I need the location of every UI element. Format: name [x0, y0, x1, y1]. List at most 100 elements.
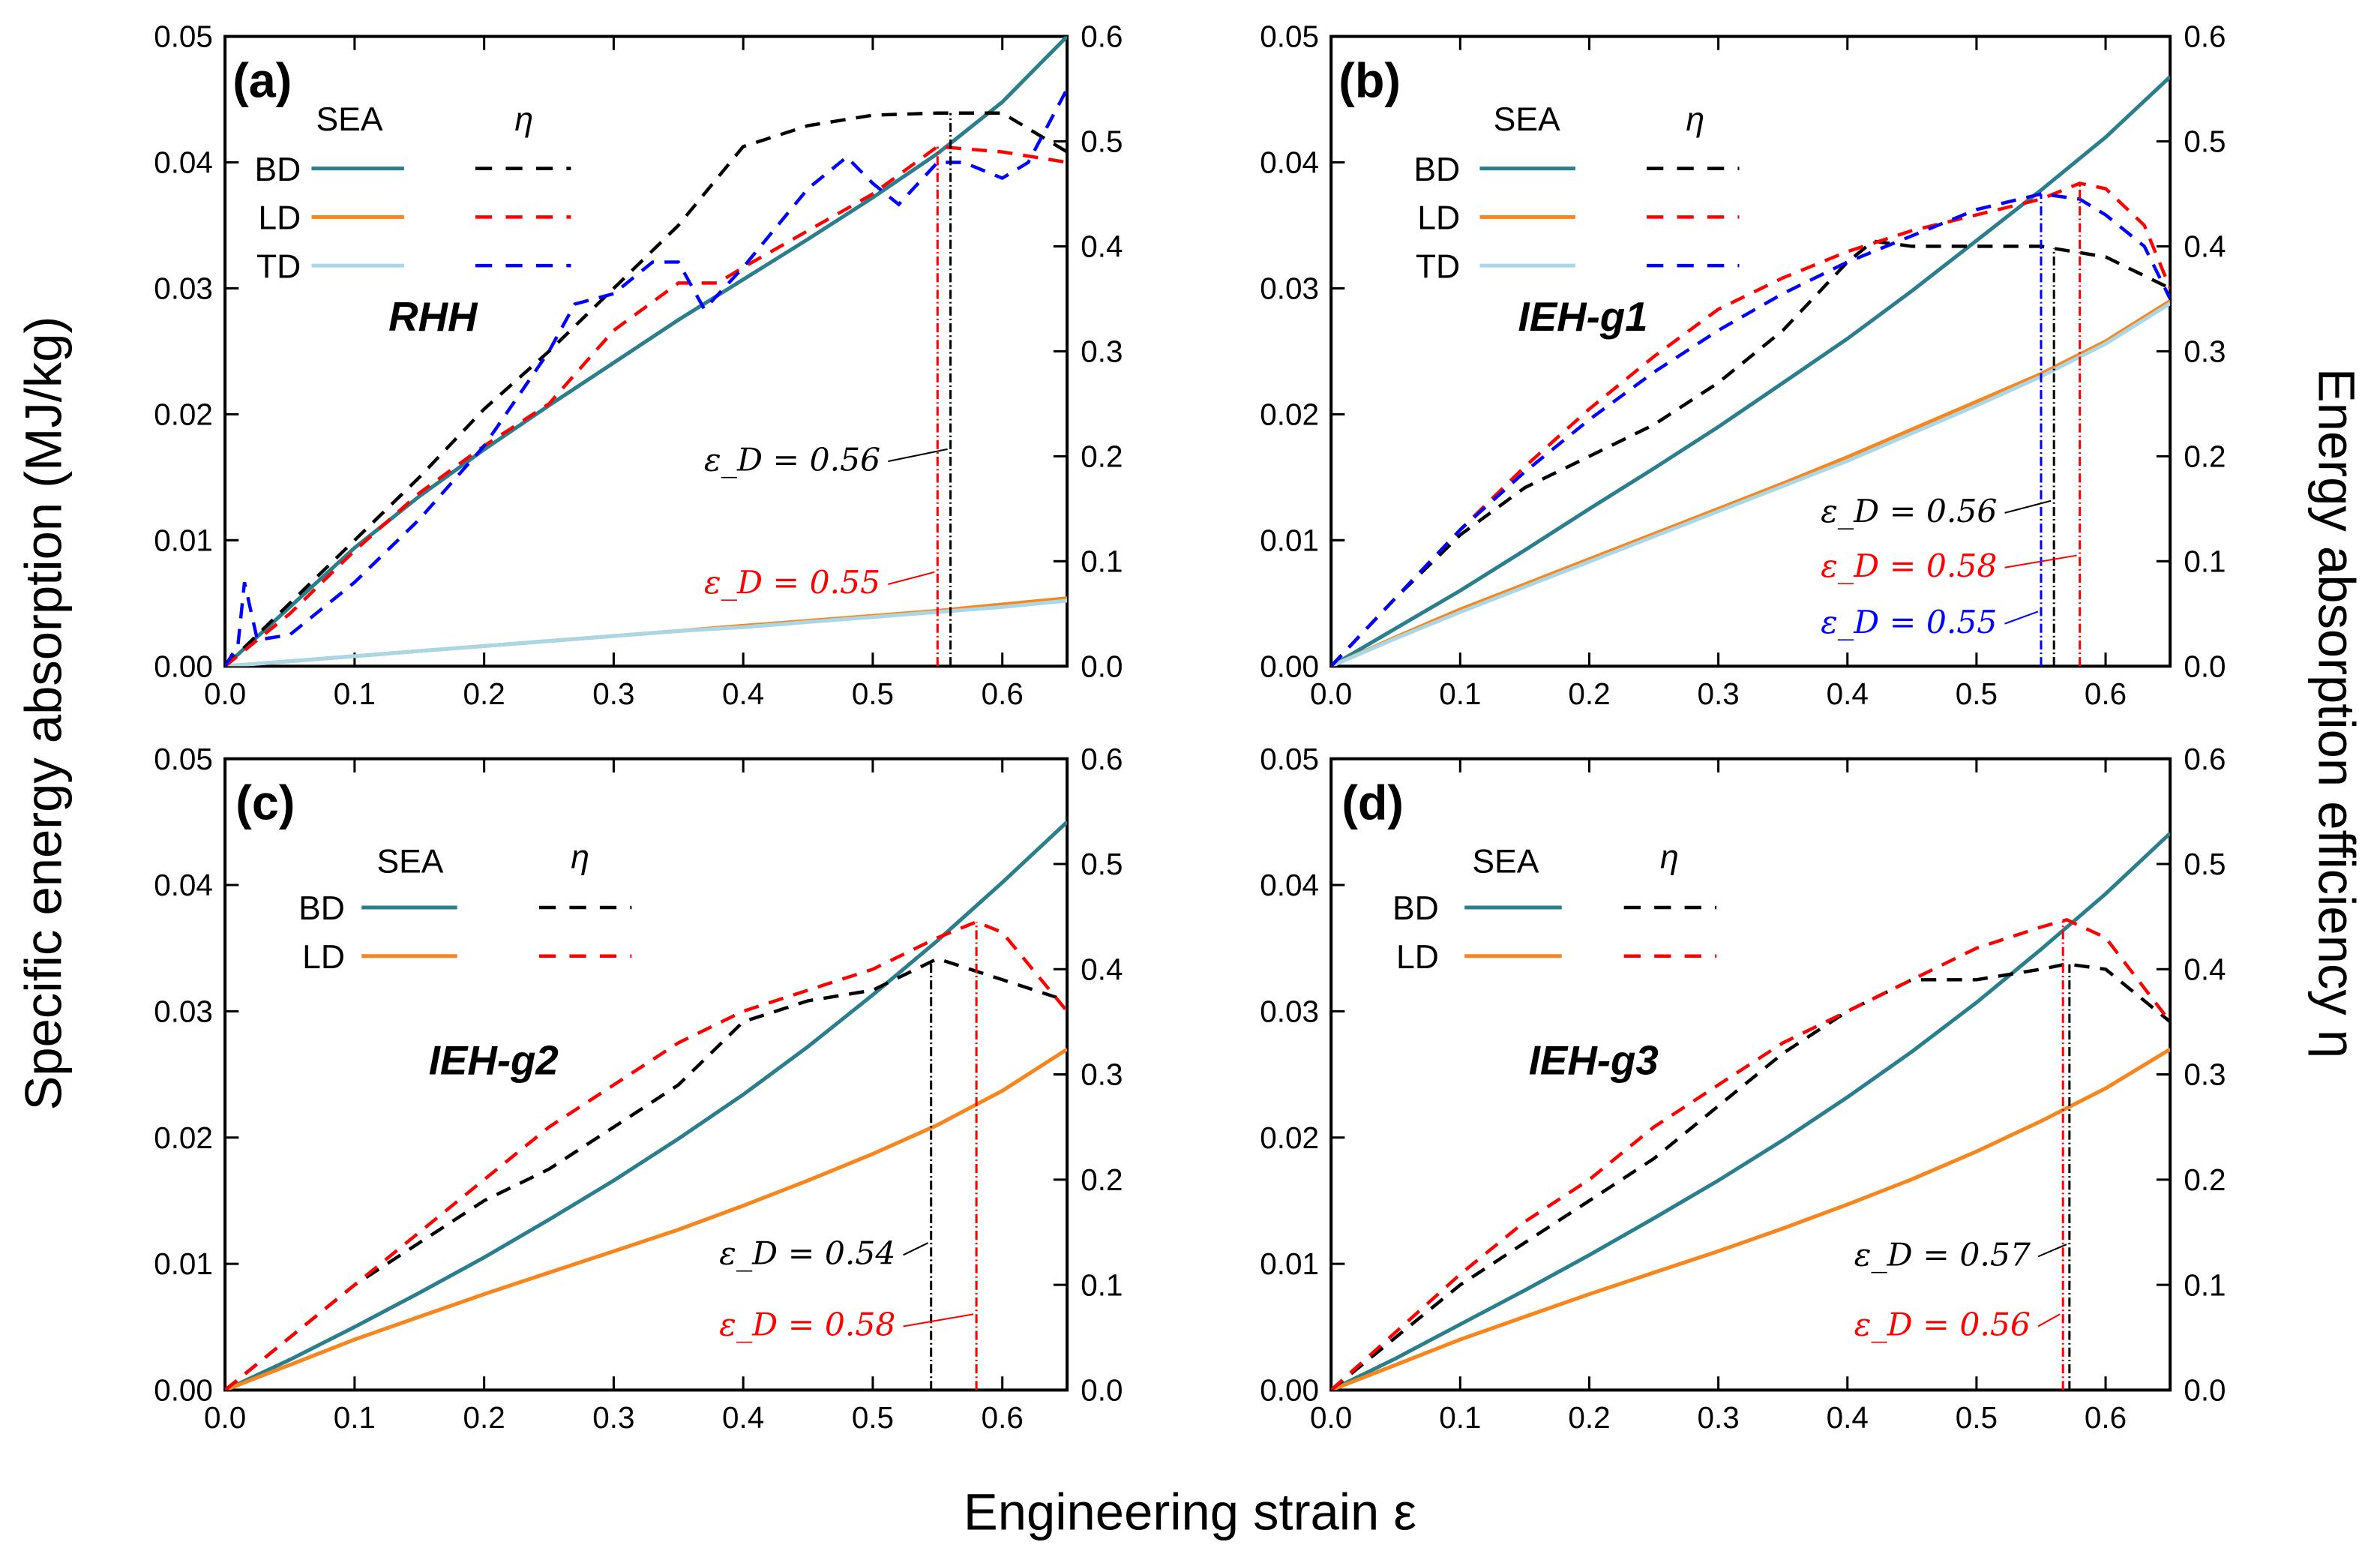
legend-sea-header: SEA — [316, 101, 383, 138]
y-left-tick-label: 0.00 — [1260, 1373, 1319, 1408]
x-tick-label: 0.5 — [1956, 1400, 1998, 1435]
eps-d-leader-line — [903, 1313, 974, 1328]
y-left-tick-label: 0.02 — [154, 1120, 213, 1155]
y-right-tick-label: 0.6 — [2184, 20, 2226, 54]
y-right-tick-label: 0.5 — [2184, 847, 2226, 881]
y-right-tick-label: 0.5 — [1081, 124, 1123, 159]
y-right-tick-label: 0.4 — [1081, 952, 1123, 986]
x-tick-label: 0.2 — [1568, 676, 1610, 711]
y-left-tick-label: 0.04 — [154, 868, 213, 902]
eps-d-annotation: ε_D = 0.54 — [719, 1235, 895, 1272]
y-right-tick-label: 0.5 — [1081, 847, 1123, 881]
y-right-tick-label: 0.2 — [2184, 440, 2226, 474]
x-tick-label: 0.3 — [1697, 676, 1739, 711]
x-tick-label: 0.0 — [204, 676, 246, 711]
y-right-tick-label: 0.0 — [2184, 649, 2226, 683]
x-tick-label: 0.5 — [1956, 676, 1998, 711]
plot-area — [1331, 832, 2171, 1390]
x-tick-label: 0.0 — [1310, 1400, 1352, 1435]
eta-line-ld — [225, 920, 1068, 1390]
y-right-tick-label: 0.1 — [2184, 544, 2226, 578]
x-tick-label: 0.4 — [1827, 676, 1869, 711]
eps-d-annotation: ε_D = 0.56 — [1821, 494, 1997, 530]
x-tick-label: 0.2 — [463, 676, 505, 711]
eps-d-annotation: ε_D = 0.57 — [1854, 1238, 2031, 1274]
y-axis-left-label: Specific energy absorption (MJ/kg) — [15, 316, 73, 1111]
x-tick-label: 0.6 — [2085, 676, 2127, 711]
x-tick-label: 0.1 — [334, 1400, 376, 1435]
sea-line-ld — [1331, 1047, 2171, 1390]
sea-line-bd — [1331, 75, 2171, 667]
panel-tag: (c) — [235, 776, 295, 830]
legend-label-bd: BD — [254, 152, 301, 188]
y-right-tick-label: 0.1 — [1081, 544, 1123, 578]
x-tick-label: 0.3 — [592, 1400, 634, 1435]
y-right-tick-label: 0.3 — [1081, 1058, 1123, 1092]
legend-eta-header: η — [1660, 838, 1679, 875]
x-tick-label: 0.2 — [1568, 1400, 1610, 1435]
x-tick-label: 0.6 — [2085, 1400, 2127, 1435]
legend-sea-header: SEA — [376, 843, 443, 880]
y-left-tick-label: 0.03 — [154, 994, 213, 1029]
y-right-tick-label: 0.3 — [2184, 334, 2226, 369]
plot-area — [1331, 75, 2171, 667]
y-left-tick-label: 0.02 — [154, 398, 213, 432]
x-tick-label: 0.1 — [334, 676, 376, 711]
sample-name: IEH-g1 — [1518, 294, 1648, 340]
eps-d-leader-line — [2037, 1313, 2061, 1328]
y-right-tick-label: 0.6 — [1081, 20, 1123, 54]
y-right-tick-label: 0.6 — [2184, 742, 2226, 776]
legend-label-bd: BD — [1413, 152, 1460, 188]
sample-name: RHH — [388, 294, 478, 340]
sea-line-bd — [1331, 832, 2171, 1390]
panel-tag: (a) — [232, 52, 292, 107]
sea-line-ld — [1331, 299, 2171, 667]
y-left-tick-label: 0.02 — [1260, 398, 1319, 432]
y-axis-right-label: Energy absorption efficiency η — [2307, 368, 2365, 1058]
y-right-tick-label: 0.3 — [2184, 1058, 2226, 1092]
x-tick-label: 0.5 — [852, 1400, 894, 1435]
legend-eta-header: η — [514, 101, 533, 138]
eta-line-ld — [1331, 182, 2171, 667]
legend-label-ld: LD — [1417, 200, 1460, 237]
sea-line-td — [1331, 302, 2171, 667]
y-left-tick-label: 0.04 — [1260, 146, 1319, 180]
eta-line-bd — [225, 956, 1068, 1390]
y-left-tick-label: 0.01 — [154, 523, 213, 557]
y-left-tick-label: 0.03 — [154, 272, 213, 306]
x-tick-label: 0.6 — [982, 676, 1024, 711]
y-left-tick-label: 0.00 — [1260, 649, 1319, 683]
eps-d-leader-line — [888, 448, 948, 463]
y-left-tick-label: 0.05 — [154, 742, 213, 776]
y-right-tick-label: 0.0 — [1081, 649, 1123, 683]
y-right-tick-label: 0.2 — [1081, 440, 1123, 474]
y-right-tick-label: 0.1 — [2184, 1268, 2226, 1302]
y-left-tick-label: 0.01 — [1260, 523, 1319, 557]
eps-d-leader-line — [2037, 1244, 2067, 1258]
y-left-tick-label: 0.03 — [1260, 272, 1319, 306]
legend-sea-header: SEA — [1472, 843, 1539, 880]
eta-line-bd — [1331, 962, 2171, 1390]
legend-label-td: TD — [256, 248, 301, 285]
eps-d-annotation: ε_D = 0.55 — [1821, 604, 1997, 641]
y-left-tick-label: 0.00 — [154, 649, 213, 683]
eta-line-td — [225, 88, 1068, 667]
eps-d-leader-line — [2004, 554, 2077, 568]
y-left-tick-label: 0.05 — [154, 20, 213, 54]
y-left-tick-label: 0.05 — [1260, 742, 1319, 776]
y-right-tick-label: 0.6 — [1081, 742, 1123, 776]
legend-label-td: TD — [1416, 248, 1460, 285]
y-right-tick-label: 0.3 — [1081, 334, 1123, 369]
sample-name: IEH-g3 — [1529, 1038, 1659, 1084]
x-axis-label: Engineering strain ε — [964, 1484, 1416, 1541]
x-tick-label: 0.0 — [204, 1400, 246, 1435]
eps-d-annotation: ε_D = 0.56 — [704, 442, 880, 478]
x-tick-label: 0.1 — [1439, 676, 1481, 711]
y-left-tick-label: 0.01 — [154, 1246, 213, 1281]
eps-d-leader-line — [888, 571, 935, 585]
legend-label-ld: LD — [302, 939, 345, 976]
legend-label-ld: LD — [1396, 939, 1439, 976]
legend-eta-header: η — [1686, 101, 1704, 138]
y-left-tick-label: 0.03 — [1260, 994, 1319, 1029]
